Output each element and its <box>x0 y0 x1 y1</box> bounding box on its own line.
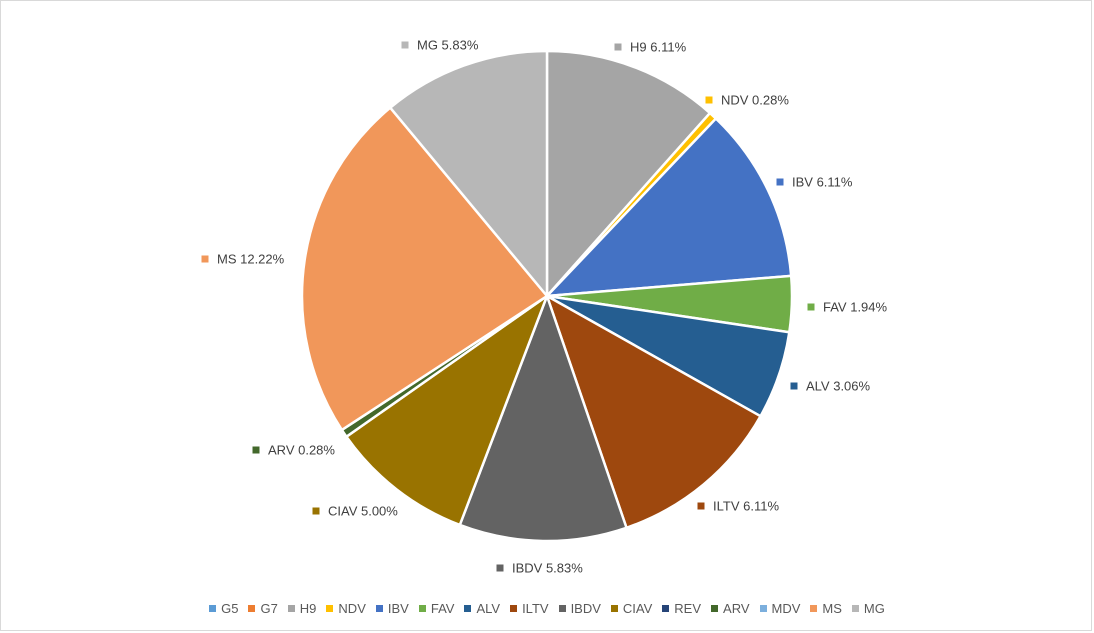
legend-label: MS <box>822 600 842 616</box>
legend-item-mdv: MDV <box>759 600 801 616</box>
legend-swatch <box>418 604 426 612</box>
legend-swatch <box>610 604 618 612</box>
data-label-marker <box>790 382 798 390</box>
data-label-marker <box>312 507 320 515</box>
legend-item-alv: ALV <box>464 601 500 616</box>
legend-swatch <box>662 604 670 612</box>
legend-item-ndv: NDV <box>326 600 366 616</box>
data-label-ms: MS 12.22% <box>201 252 285 267</box>
data-label-text: IBDV 5.83% <box>512 561 583 576</box>
legend-label: G5 <box>221 600 239 616</box>
legend-swatch <box>851 604 859 612</box>
pie-slice-ciav <box>345 294 549 527</box>
data-label-text: NDV 0.28% <box>721 93 789 108</box>
legend-swatch <box>209 604 217 612</box>
data-label-text: IBV 6.11% <box>792 175 853 190</box>
data-label-text: ARV 0.28% <box>268 443 335 458</box>
legend-item-rev: REV <box>662 601 701 616</box>
legend-swatch <box>810 604 818 612</box>
data-label-text: MG 5.83% <box>417 38 479 53</box>
legend-item-mg: MG <box>851 600 885 616</box>
legend-item-iltv: ILTV <box>510 601 549 616</box>
legend-label: IBDV <box>570 600 601 616</box>
legend-label: MDV <box>771 600 801 616</box>
legend-item-ibdv: IBDV <box>558 600 601 616</box>
legend-item-g5: G5 <box>209 601 238 616</box>
pie-slice-mg <box>389 49 549 298</box>
data-label-text: MS 12.22% <box>217 252 285 267</box>
data-label-marker <box>496 564 504 572</box>
data-label-h9: H9 6.11% <box>614 40 687 55</box>
legend-swatch <box>510 604 518 612</box>
legend-label: ILTV <box>522 600 549 616</box>
data-label-text: CIAV 5.00% <box>328 504 398 519</box>
legend-item-h9: H9 <box>287 600 317 616</box>
data-label-marker <box>807 303 815 311</box>
pie-slice-ibdv <box>458 294 628 543</box>
legend-label: FAV <box>430 600 455 616</box>
legend-label: ALV <box>476 600 501 616</box>
legend-label: REV <box>674 600 702 616</box>
legend-label: CIAV <box>622 600 653 616</box>
data-label-text: H9 6.11% <box>630 40 687 55</box>
data-label-marker <box>776 178 784 186</box>
data-label-marker <box>201 255 209 263</box>
data-label-alv: ALV 3.06% <box>790 379 871 394</box>
pie-slice-iltv <box>545 294 762 529</box>
legend-swatch <box>326 604 334 612</box>
legend-item-g7: G7 <box>248 600 278 616</box>
data-label-fav: FAV 1.94% <box>807 300 888 315</box>
chart-legend: G5 G7 H9 NDV IBV FAV ALV ILTV IBDV CIAV REV ARV MDV M… <box>0 599 1094 617</box>
data-label-text: ALV 3.06% <box>806 379 871 394</box>
data-label-marker <box>252 446 260 454</box>
legend-label: IBV <box>387 600 409 616</box>
legend-swatch <box>287 604 295 612</box>
data-label-marker <box>401 41 409 49</box>
data-label-iltv: ILTV 6.11% <box>697 499 779 514</box>
legend-item-arv: ARV <box>711 601 750 616</box>
data-label-marker <box>705 96 713 104</box>
pie-slice-ms <box>300 106 549 432</box>
pie-slice-ibv <box>545 117 793 298</box>
legend-label: G7 <box>260 600 278 616</box>
legend-swatch <box>375 604 383 612</box>
legend-swatch <box>759 604 767 612</box>
data-label-ibv: IBV 6.11% <box>776 175 853 190</box>
legend-label: MG <box>863 600 885 616</box>
legend-swatch <box>711 604 719 612</box>
data-label-text: FAV 1.94% <box>823 300 888 315</box>
data-label-text: ILTV 6.11% <box>713 499 779 514</box>
legend-swatch <box>464 604 472 612</box>
data-label-marker <box>614 43 622 51</box>
data-label-ibdv: IBDV 5.83% <box>496 561 583 576</box>
legend-item-fav: FAV <box>418 600 455 616</box>
legend-swatch <box>558 604 566 612</box>
data-label-arv: ARV 0.28% <box>252 443 335 458</box>
legend-label: NDV <box>338 600 366 616</box>
legend-item-ms: MS <box>810 601 842 616</box>
legend-label: H9 <box>299 600 317 616</box>
legend-item-ibv: IBV <box>375 600 409 616</box>
legend-item-ciav: CIAV <box>610 600 653 616</box>
data-label-mg: MG 5.83% <box>401 38 479 53</box>
data-label-ndv: NDV 0.28% <box>705 93 789 108</box>
data-label-marker <box>697 502 705 510</box>
data-label-ciav: CIAV 5.00% <box>312 504 398 519</box>
legend-label: ARV <box>723 600 750 616</box>
legend-swatch <box>248 604 256 612</box>
pie-slice-h9 <box>545 49 712 298</box>
